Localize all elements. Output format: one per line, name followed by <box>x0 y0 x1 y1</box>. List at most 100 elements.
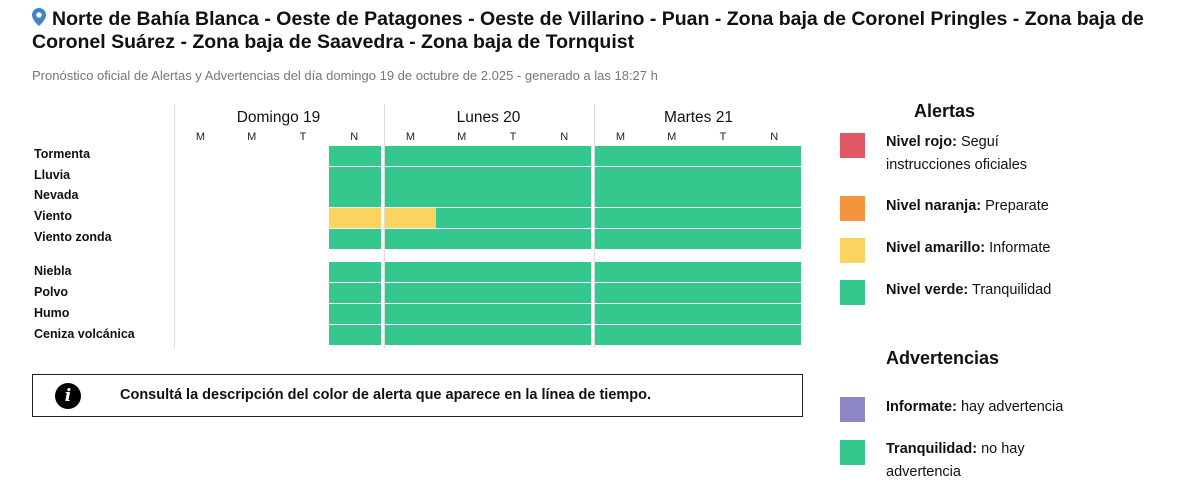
timeline-cell[interactable] <box>748 262 801 282</box>
info-notice: i Consultá la descripción del color de a… <box>32 374 803 417</box>
timeline-cell[interactable] <box>328 283 381 303</box>
legend-item-tranquilidad: Tranquilidad: no hay advertencia <box>886 441 1025 480</box>
timeline-cell[interactable] <box>538 262 591 282</box>
timeline-cell[interactable] <box>436 304 489 324</box>
timeline-cell[interactable] <box>697 146 750 166</box>
timeline-cell[interactable] <box>595 167 647 187</box>
timeline-cell[interactable] <box>385 229 437 249</box>
timeline-cell[interactable] <box>538 304 591 324</box>
timeline-cell[interactable] <box>538 283 591 303</box>
timeline-cell[interactable] <box>487 325 540 345</box>
timeline-cell[interactable] <box>436 167 489 187</box>
timeline-cell[interactable] <box>436 283 489 303</box>
timeline-cell[interactable] <box>385 325 437 345</box>
timeline-cell[interactable] <box>487 283 540 303</box>
timeline-cell[interactable] <box>646 229 699 249</box>
timeline-cell[interactable] <box>748 229 801 249</box>
timeline-cell[interactable] <box>538 208 591 228</box>
period-label: M <box>405 131 416 143</box>
timeline-cell[interactable] <box>487 167 540 187</box>
timeline-cell[interactable] <box>487 146 540 166</box>
timeline-cell[interactable] <box>385 283 437 303</box>
legend-swatch-yellow <box>840 238 865 263</box>
timeline-cell[interactable] <box>697 262 750 282</box>
timeline-cell[interactable] <box>328 304 381 324</box>
timeline-cell[interactable] <box>385 304 437 324</box>
timeline-cell[interactable] <box>748 146 801 166</box>
timeline-cell[interactable] <box>646 283 699 303</box>
timeline-cell[interactable] <box>328 167 381 187</box>
timeline-cell[interactable] <box>697 187 750 207</box>
timeline-cell[interactable] <box>646 187 699 207</box>
timeline-cell[interactable] <box>487 187 540 207</box>
timeline-cell[interactable] <box>436 146 489 166</box>
timeline-cell[interactable] <box>385 146 437 166</box>
timeline-cell[interactable] <box>328 262 381 282</box>
timeline-cell[interactable] <box>328 208 381 228</box>
timeline-cell[interactable] <box>538 325 591 345</box>
timeline-cell[interactable] <box>436 229 489 249</box>
timeline-cell[interactable] <box>697 208 750 228</box>
timeline-cell[interactable] <box>385 262 437 282</box>
period-label: M <box>195 131 206 143</box>
timeline-cell[interactable] <box>487 229 540 249</box>
period-label: M <box>457 131 467 143</box>
timeline-cell[interactable] <box>697 325 750 345</box>
timeline-cell[interactable] <box>697 167 750 187</box>
timeline-cell[interactable] <box>595 325 647 345</box>
phenomenon-label: Viento <box>34 209 72 223</box>
timeline-cell[interactable] <box>646 262 699 282</box>
info-text: Consultá la descripción del color de ale… <box>120 387 652 403</box>
timeline-cell[interactable] <box>385 167 437 187</box>
timeline-cell[interactable] <box>487 304 540 324</box>
phenomenon-label: Tormenta <box>34 147 91 161</box>
timeline-cell[interactable] <box>595 187 647 207</box>
timeline-cell[interactable] <box>748 325 801 345</box>
timeline-cell[interactable] <box>436 262 489 282</box>
timeline-cell[interactable] <box>595 304 647 324</box>
timeline-cell[interactable] <box>538 187 591 207</box>
timeline-cell[interactable] <box>748 304 801 324</box>
timeline-cell[interactable] <box>748 187 801 207</box>
timeline-cell[interactable] <box>385 208 437 228</box>
timeline-cell[interactable] <box>538 229 591 249</box>
alert-timeline: Domingo 19 M M T N Lunes 20 M M T N Martes 21 M M T N T… <box>32 104 802 348</box>
timeline-cell[interactable] <box>646 208 699 228</box>
timeline-cell[interactable] <box>487 262 540 282</box>
period-label: N <box>770 131 779 143</box>
timeline-cell[interactable] <box>436 325 489 345</box>
timeline-cell[interactable] <box>328 187 381 207</box>
page-title: Norte de Bahía Blanca - Oeste de Patagon… <box>32 8 1192 54</box>
timeline-cell[interactable] <box>748 208 801 228</box>
timeline-cell[interactable] <box>748 283 801 303</box>
timeline-cell[interactable] <box>436 187 489 207</box>
timeline-cell[interactable] <box>646 325 699 345</box>
timeline-cell[interactable] <box>328 325 381 345</box>
timeline-cell[interactable] <box>385 187 437 207</box>
timeline-cell[interactable] <box>697 304 750 324</box>
legend-swatch-tranquilidad <box>840 440 865 465</box>
timeline-cell[interactable] <box>595 146 647 166</box>
timeline-cell[interactable] <box>646 167 699 187</box>
timeline-cell[interactable] <box>595 262 647 282</box>
page-title-text: Norte de Bahía Blanca - Oeste de Patagon… <box>32 8 1144 53</box>
legend-swatch-red <box>840 133 865 158</box>
timeline-cell[interactable] <box>538 146 591 166</box>
phenomenon-label: Polvo <box>34 285 69 299</box>
timeline-cell[interactable] <box>487 208 540 228</box>
timeline-cell[interactable] <box>595 229 647 249</box>
timeline-cell[interactable] <box>595 283 647 303</box>
period-label: N <box>350 131 359 143</box>
timeline-cell[interactable] <box>646 146 699 166</box>
timeline-cell[interactable] <box>697 229 750 249</box>
timeline-cell[interactable] <box>646 304 699 324</box>
timeline-cell[interactable] <box>328 229 381 249</box>
timeline-cell[interactable] <box>328 146 381 166</box>
timeline-cell[interactable] <box>538 167 591 187</box>
timeline-cell[interactable] <box>436 208 489 228</box>
timeline-cell[interactable] <box>595 208 647 228</box>
timeline-cell[interactable] <box>697 283 750 303</box>
timeline-cell[interactable] <box>748 167 801 187</box>
location-pin-icon <box>32 8 46 26</box>
legend-item-informate: Informate: hay advertencia <box>886 399 1064 415</box>
